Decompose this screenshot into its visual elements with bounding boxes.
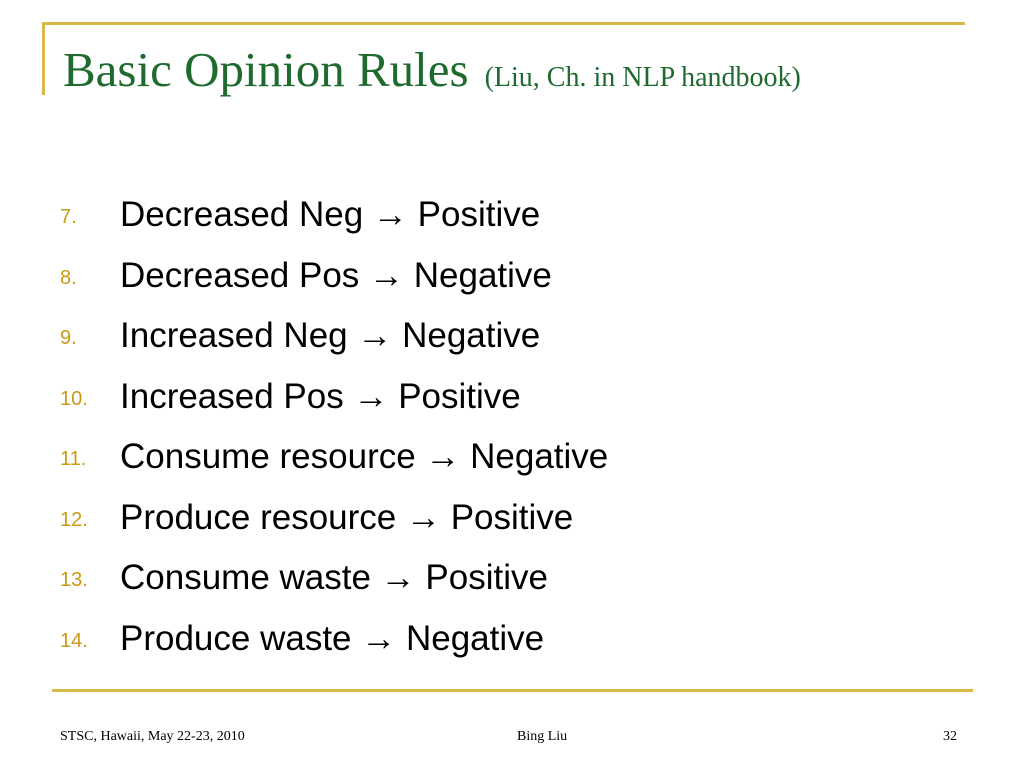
rule-text: Consume resource → Negative bbox=[120, 437, 609, 477]
footer-author: Bing Liu bbox=[517, 729, 568, 744]
slide-number: 32 bbox=[943, 729, 957, 744]
rule-number: 8. bbox=[60, 266, 77, 289]
rule-text: Decreased Pos → Negative bbox=[120, 255, 552, 295]
rule-item: 13. Consume waste → Positive bbox=[60, 548, 608, 609]
rule-item: 9. Increased Neg → Negative bbox=[60, 306, 608, 367]
rule-item: 12. Produce resource → Positive bbox=[60, 488, 608, 549]
rule-number: 10. bbox=[60, 387, 88, 410]
rule-number: 9. bbox=[60, 327, 77, 350]
rule-number: 14. bbox=[60, 629, 88, 652]
slide-title-reference: (Liu, Ch. in NLP handbook) bbox=[484, 62, 801, 93]
left-frame-line bbox=[42, 22, 45, 95]
rule-text: Consume waste → Positive bbox=[120, 558, 548, 598]
rule-text: Increased Pos → Positive bbox=[120, 376, 521, 416]
slide-title: Basic Opinion Rules (Liu, Ch. in NLP han… bbox=[63, 41, 801, 98]
rule-text: Decreased Neg → Positive bbox=[120, 195, 541, 235]
rule-item: 10. Increased Pos → Positive bbox=[60, 367, 608, 428]
rule-text: Produce resource → Positive bbox=[120, 497, 574, 537]
footer-event: STSC, Hawaii, May 22-23, 2010 bbox=[60, 729, 245, 744]
rule-text: Increased Neg → Negative bbox=[120, 316, 541, 356]
rule-number: 7. bbox=[60, 206, 77, 229]
rule-number: 12. bbox=[60, 508, 88, 531]
top-frame-line bbox=[42, 22, 965, 25]
rule-number: 11. bbox=[60, 448, 87, 471]
slide-title-main: Basic Opinion Rules bbox=[63, 42, 469, 97]
opinion-rules-list: 7. Decreased Neg → Positive 8. Decreased… bbox=[60, 185, 608, 669]
rule-item: 11. Consume resource → Negative bbox=[60, 427, 608, 488]
rule-item: 14. Produce waste → Negative bbox=[60, 609, 608, 670]
rule-text: Produce waste → Negative bbox=[120, 618, 545, 658]
footer-divider bbox=[52, 689, 973, 692]
rule-number: 13. bbox=[60, 569, 88, 592]
rule-item: 8. Decreased Pos → Negative bbox=[60, 246, 608, 307]
rule-item: 7. Decreased Neg → Positive bbox=[60, 185, 608, 246]
